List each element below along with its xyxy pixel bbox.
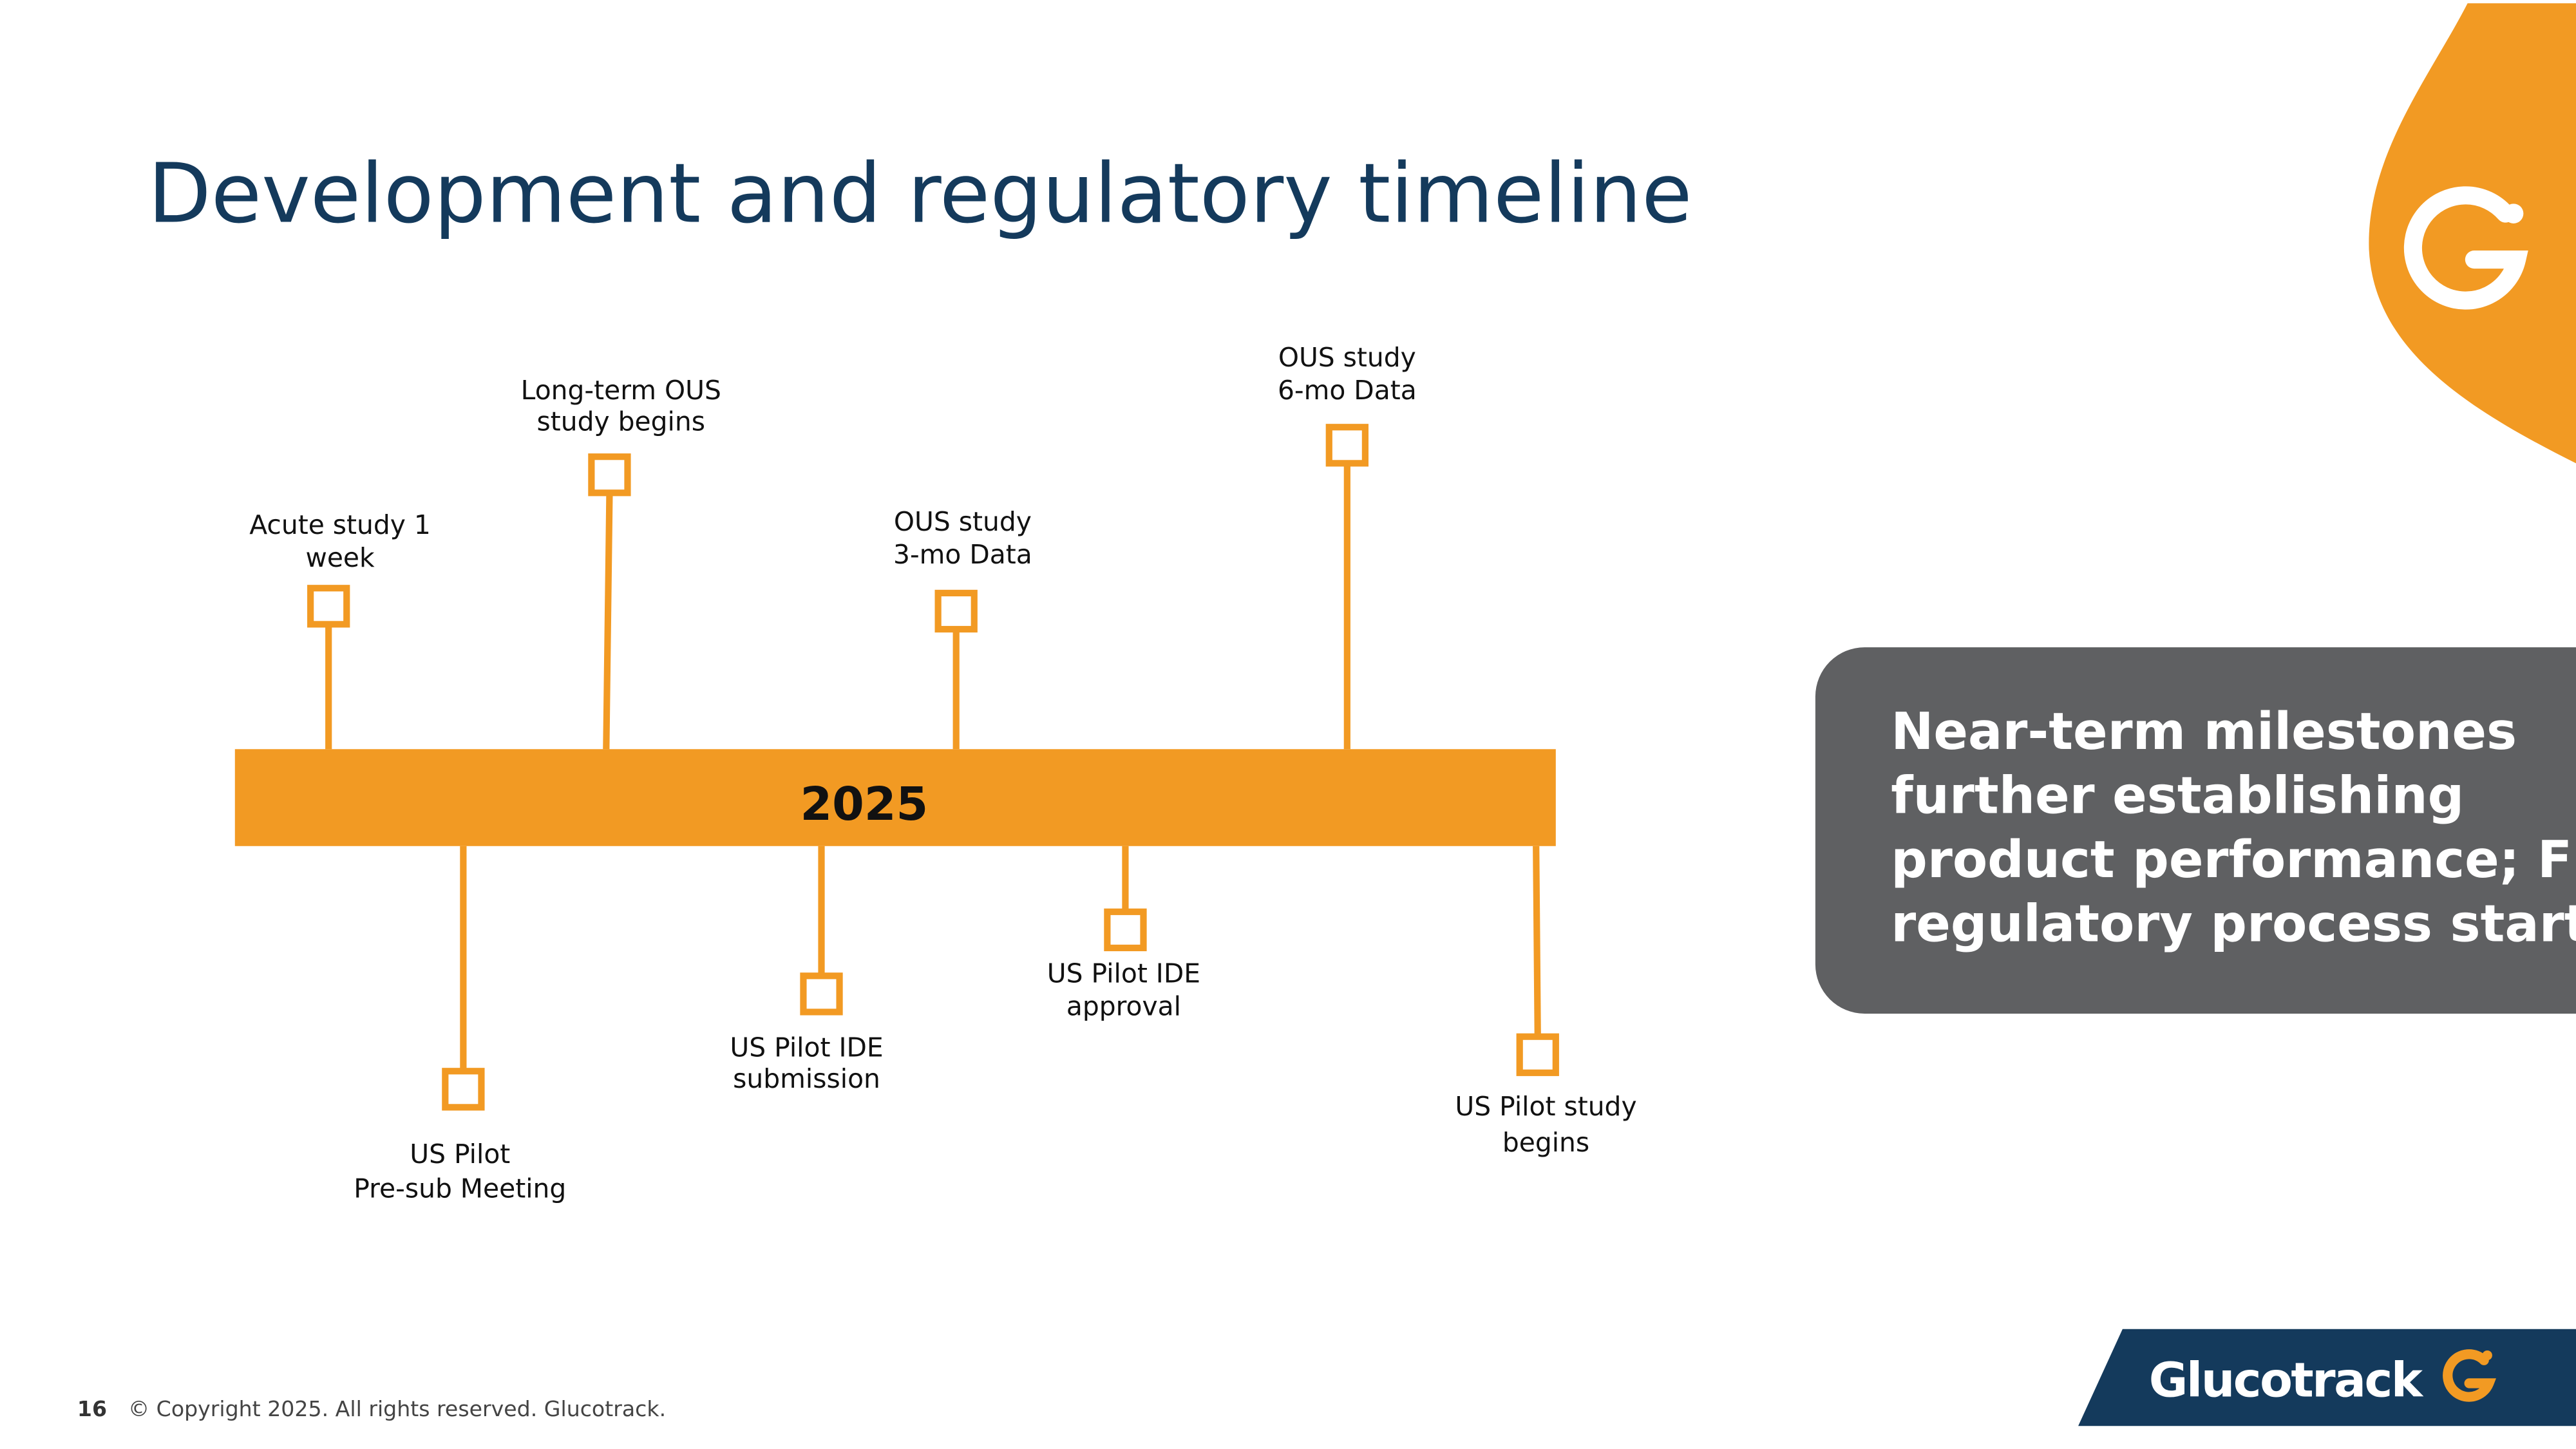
milestone-marker [1516, 1033, 1559, 1076]
milestone-marker [588, 453, 631, 497]
connector [603, 494, 613, 750]
milestone-label: Long-term OUS [521, 375, 721, 406]
milestone-label: study begins [537, 406, 705, 437]
milestone-label: OUS study [894, 506, 1032, 537]
milestone-marker [800, 972, 843, 1016]
milestone-label: OUS study [1278, 342, 1416, 373]
milestone-label: begins [1502, 1127, 1589, 1158]
milestone-marker [1104, 908, 1147, 952]
milestone-label: approval [1066, 991, 1181, 1022]
milestone-label: Pre-sub Meeting [354, 1173, 566, 1204]
milestone-label: Acute study 1 [249, 509, 431, 540]
logo-text: Glucotrack [2149, 1352, 2424, 1408]
callout-line: product performance; FDA [1891, 830, 2576, 889]
milestone-label: 6-mo Data [1278, 375, 1417, 406]
milestone-label: week [305, 542, 375, 573]
timeline-year: 2025 [800, 777, 928, 831]
callout-line: further establishing [1891, 766, 2464, 826]
milestone-marker [934, 589, 978, 633]
milestone-marker [442, 1068, 485, 1111]
logo-box [2078, 1329, 2576, 1426]
milestone-marker [307, 585, 350, 628]
connector [1533, 846, 1541, 1036]
callout-line: regulatory process started [1891, 895, 2576, 954]
milestone-label: 3-mo Data [893, 539, 1032, 570]
logo-mark [2443, 1349, 2497, 1402]
milestone-label: US Pilot IDE [730, 1032, 883, 1063]
milestone-label: submission [733, 1063, 880, 1094]
milestone-label: US Pilot study [1455, 1091, 1636, 1122]
milestone-marker [1325, 424, 1368, 467]
corner-logo [2403, 186, 2528, 310]
milestone-label: US Pilot IDE [1047, 958, 1200, 989]
corner-shape [2369, 3, 2576, 464]
slide-title: Development and regulatory timeline [148, 146, 1692, 242]
callout-line: Near-term milestones [1891, 702, 2517, 761]
copyright: © Copyright 2025. All rights reserved. G… [128, 1396, 666, 1421]
milestone-label: US Pilot [410, 1139, 510, 1170]
timeline-bar [234, 749, 1556, 846]
page-number: 16 [77, 1396, 107, 1421]
callout-box [1815, 647, 2576, 1014]
